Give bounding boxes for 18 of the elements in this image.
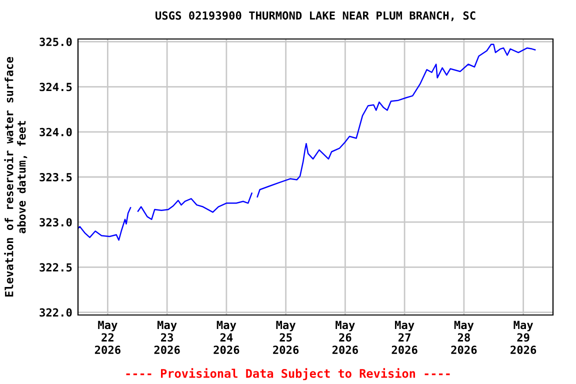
chart-title: USGS 02193900 THURMOND LAKE NEAR PLUM BRANCH, SC bbox=[156, 11, 476, 22]
y-tick-label: 322.5 bbox=[40, 263, 72, 272]
y-tick-label: 324.5 bbox=[40, 82, 72, 92]
y-tick-label: 324.0 bbox=[40, 128, 72, 136]
x-tick-label: May 27 2026 bbox=[392, 320, 418, 354]
x-tick-label: May 26 2026 bbox=[332, 320, 358, 354]
x-tick-label: May 23 2026 bbox=[154, 320, 180, 354]
x-tick-label: May 22 2026 bbox=[94, 320, 120, 354]
text: ---- Provisional Data Subject to Revision ---- bbox=[126, 368, 450, 380]
y-tick-label: 325.0 bbox=[40, 38, 72, 46]
x-tick-label: May 25 2026 bbox=[273, 320, 299, 354]
y-tick-label: 322.0 bbox=[40, 308, 72, 317]
x-tick-label: May 24 2026 bbox=[214, 320, 240, 354]
x-tick-label: May 28 2026 bbox=[451, 320, 477, 354]
y-tick-label: 323.0 bbox=[40, 218, 72, 226]
x-tick-label: May 29 2026 bbox=[510, 320, 536, 354]
y-tick-label: 323.5 bbox=[40, 172, 72, 182]
y-axis-title: Elevation of reservoir water surface above datum, feet bbox=[4, 57, 28, 296]
